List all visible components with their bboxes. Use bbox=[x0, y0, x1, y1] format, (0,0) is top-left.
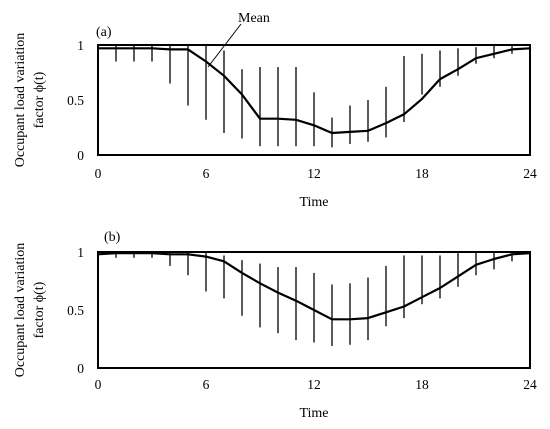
plot-frame-b bbox=[97, 251, 531, 369]
y-axis-title-b-line1: Occupant load variation bbox=[13, 243, 28, 378]
y-tick-label-a-0: 0 bbox=[77, 148, 84, 163]
x-tick-labels-b: 0 6 12 18 24 bbox=[95, 377, 537, 392]
x-tick-labels-a: 0 6 12 18 24 bbox=[95, 166, 537, 181]
panel-b: 0 6 12 18 24 00.51 (b) Time Occupant load va… bbox=[13, 230, 537, 421]
range-bars-b bbox=[115, 252, 513, 346]
panel-label-a: (a) bbox=[96, 25, 112, 40]
x-tick-label-a-18: 18 bbox=[415, 166, 429, 181]
y-axis-title-a-line2: factor ϕ(t) bbox=[32, 71, 47, 128]
y-tick-label-b-1: 1 bbox=[77, 245, 84, 260]
mean-line-a bbox=[98, 47, 531, 135]
panel-a: 0 6 12 18 24 00.51 (a) Time Occupant load va… bbox=[13, 11, 537, 210]
mean-line-b bbox=[97, 252, 531, 321]
plot-frame-a bbox=[97, 44, 531, 156]
y-axis-title-b-line2: factor ϕ(t) bbox=[32, 281, 47, 338]
y-tick-labels-a: 00.51 bbox=[67, 38, 84, 163]
x-axis-title-b: Time bbox=[299, 406, 328, 421]
panel-label-b: (b) bbox=[104, 230, 121, 245]
x-axis-title-a: Time bbox=[299, 195, 328, 210]
x-tick-label-a-24: 24 bbox=[523, 166, 537, 181]
x-tick-label-b-12: 12 bbox=[307, 377, 321, 392]
y-tick-label-b-0: 0 bbox=[77, 361, 84, 376]
mean-line-b bbox=[97, 252, 531, 321]
y-tick-label-a-1: 1 bbox=[77, 38, 84, 53]
y-tick-labels-b: 00.51 bbox=[67, 245, 84, 376]
y-axis-title-a-line1: Occupant load variation bbox=[13, 33, 28, 168]
mean-annotation-label: Mean bbox=[238, 11, 270, 26]
x-tick-label-a-6: 6 bbox=[203, 166, 210, 181]
x-tick-label-b-0: 0 bbox=[95, 377, 102, 392]
range-bars-a bbox=[115, 45, 513, 148]
x-tick-label-b-6: 6 bbox=[203, 377, 210, 392]
x-tick-label-b-24: 24 bbox=[523, 377, 537, 392]
mean-annotation-leader bbox=[207, 23, 242, 68]
y-tick-label-b-0_5: 0.5 bbox=[67, 303, 84, 318]
mean-line-a bbox=[98, 47, 531, 135]
x-tick-label-a-12: 12 bbox=[307, 166, 321, 181]
x-tick-label-a-0: 0 bbox=[95, 166, 102, 181]
x-tick-label-b-18: 18 bbox=[415, 377, 429, 392]
y-tick-label-a-0_5: 0.5 bbox=[67, 93, 84, 108]
